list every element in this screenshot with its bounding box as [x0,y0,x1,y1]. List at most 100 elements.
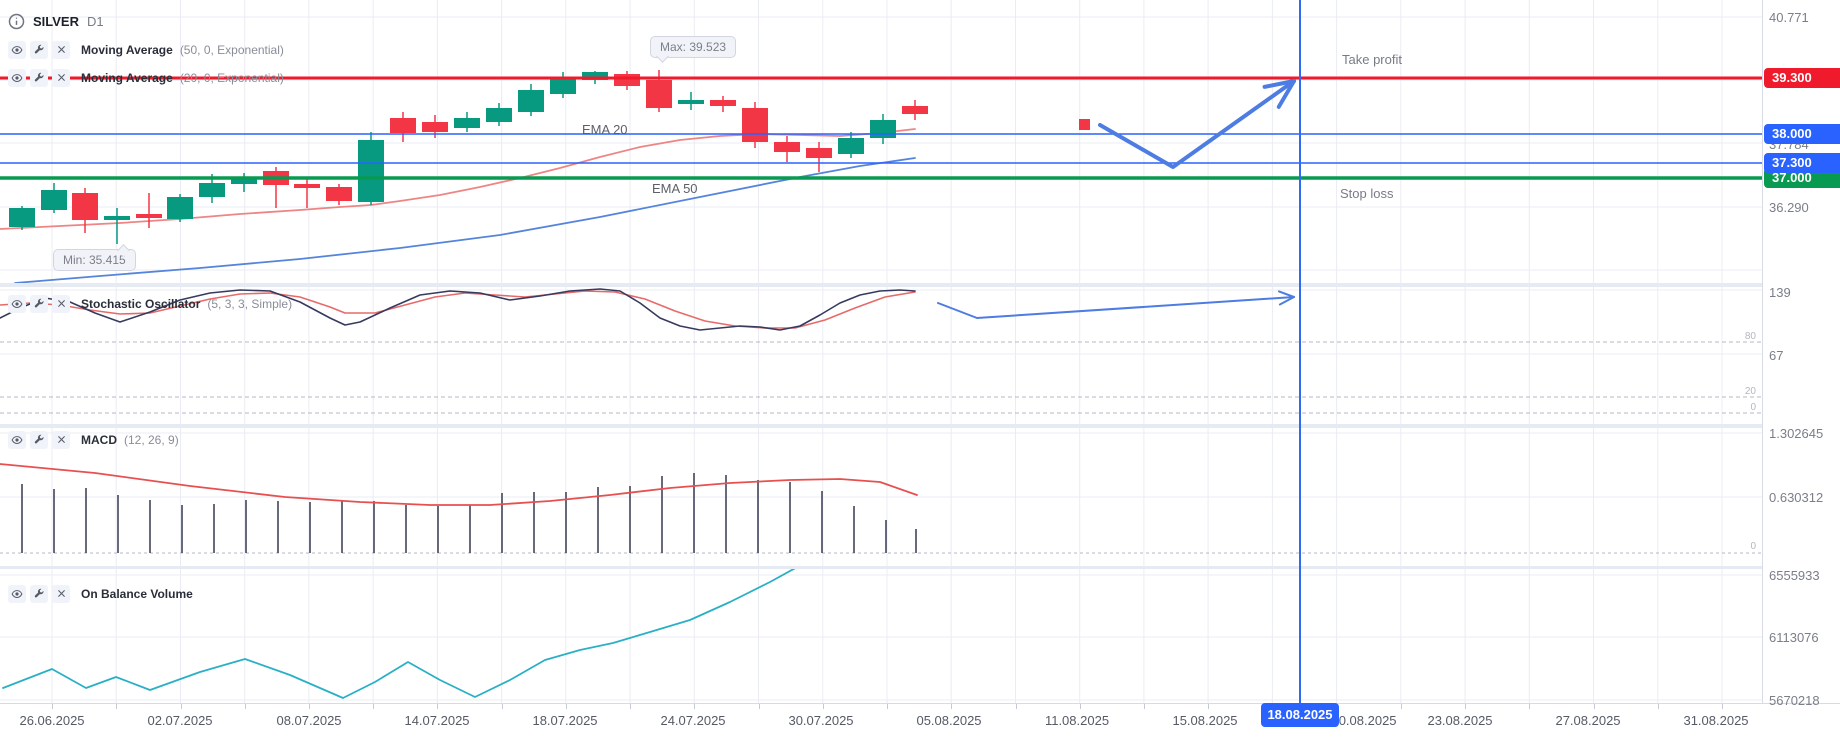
candle-body [774,142,800,152]
axis-tick-label: 0.630312 [1769,490,1824,505]
time-tick [951,704,953,709]
symbol-title: SILVER [33,14,79,29]
candle-body [199,183,225,197]
wrench-icon[interactable] [30,68,48,87]
eye-icon[interactable] [8,40,26,59]
stochastic-level-label: 0 [1750,402,1756,413]
stochastic-level-label: 20 [1744,386,1756,397]
candle-body [390,118,416,133]
stop-loss-line-price-badge[interactable]: 37.000 [1764,168,1840,188]
date-label: 11.08.2025 [1044,713,1110,728]
ema50-label: EMA 50 [652,181,698,196]
eye-icon[interactable] [8,294,26,313]
axis-tick-label: 6113076 [1769,630,1819,645]
price-pane-canvas[interactable] [0,0,1762,283]
support-line-price-badge[interactable]: 37.300 [1764,153,1840,173]
pane-separator[interactable] [0,283,1762,287]
time-tick [1465,704,1467,709]
stochastic-pane-canvas[interactable] [0,287,1762,424]
time-tick [1015,704,1017,709]
date-label: 14.07.2025 [404,713,470,728]
axis-tick-label: 36.290 [1769,200,1809,215]
close-icon[interactable] [52,68,70,87]
indicator-params: (5, 3, 3, Simple) [207,296,293,311]
candle-body [742,108,768,142]
axis-tick-label: 6555933 [1769,568,1820,583]
time-tick [52,704,53,709]
close-icon[interactable] [52,430,70,449]
candle-body [806,148,832,158]
forecast-arrow[interactable] [937,290,1295,319]
candle-body [454,118,480,128]
time-axis[interactable]: 26.06.2025 02.07.2025 08.07.2025 14.07.2025… [0,703,1840,738]
indicator-row-obv: On Balance Volume [8,584,193,603]
close-icon[interactable] [52,294,70,313]
candle-body [167,197,193,219]
candle-body [870,120,896,138]
candle-body [710,100,736,106]
time-tick [437,704,439,709]
info-icon[interactable] [8,13,25,30]
candle-body [104,216,130,220]
chart-area[interactable]: SILVER D1 Moving Average (50, 0, Exponen… [0,0,1762,703]
time-tick [565,704,567,709]
macd-pane-canvas[interactable] [0,428,1762,566]
event-date-badge[interactable]: 18.08.2025 [1261,703,1339,727]
close-icon[interactable] [52,584,70,603]
time-tick [308,704,310,709]
min-price-tooltip: Min: 35.415 [53,249,136,271]
indicator-name: MACD [81,432,117,447]
pane-separator[interactable] [0,566,1762,569]
candle-body [550,78,576,94]
indicator-params: (20, 0, Exponential) [179,70,284,85]
price-axis[interactable]: 40.771 37.784 36.290 139 67 1.302645 0.630312 6… [1762,0,1840,708]
time-tick [1529,704,1531,709]
candle-body [72,193,98,220]
event-vertical-line[interactable] [1299,0,1301,703]
forecast-arrow[interactable] [1098,79,1296,169]
indicator-params: (12, 26, 9) [124,432,179,447]
wrench-icon[interactable] [30,40,48,59]
max-price-tooltip: Max: 39.523 [650,36,737,58]
obv-pane-canvas[interactable] [0,569,1762,703]
date-label: 02.07.2025 [147,713,213,728]
take-profit-line-price-badge[interactable]: 39.300 [1764,68,1840,88]
time-tick [822,704,824,709]
indicator-row-stochastic: Stochastic Oscillator (5, 3, 3, Simple) [8,294,292,313]
date-label: 24.07.2025 [660,713,726,728]
symbol-header: SILVER D1 [8,12,104,31]
wrench-icon[interactable] [30,294,48,313]
date-label: 15.08.2025 [1172,713,1238,728]
macd-histogram [21,473,917,553]
time-tick [1143,704,1145,709]
time-tick [1593,704,1595,709]
candle-body [41,190,67,210]
eye-icon[interactable] [8,430,26,449]
date-label: 18.07.2025 [532,713,598,728]
axis-tick-label: 1.302645 [1769,426,1824,441]
date-label: 23.08.2025 [1427,713,1493,728]
resistance-line-price-badge[interactable]: 38.000 [1764,124,1840,144]
indicator-name: Moving Average [81,42,173,57]
time-tick [1722,704,1723,709]
pane-separator[interactable] [0,424,1762,428]
entry-marker[interactable] [1079,119,1090,130]
wrench-icon[interactable] [30,430,48,449]
candle-body [646,80,672,108]
eye-icon[interactable] [8,68,26,87]
axis-tick-label: 139 [1769,285,1791,300]
time-tick [1400,704,1402,709]
candlesticks [9,70,928,244]
time-tick [1657,704,1659,709]
indicator-name: On Balance Volume [81,586,193,601]
candle-body [582,72,608,80]
eye-icon[interactable] [8,584,26,603]
date-label: 26.06.2025 [19,713,85,728]
time-tick [694,704,696,709]
grid-lines [0,428,1762,566]
grid-lines [0,569,1762,703]
close-icon[interactable] [52,40,70,59]
candle-body [294,184,320,188]
wrench-icon[interactable] [30,584,48,603]
indicator-name: Stochastic Oscillator [81,296,201,311]
